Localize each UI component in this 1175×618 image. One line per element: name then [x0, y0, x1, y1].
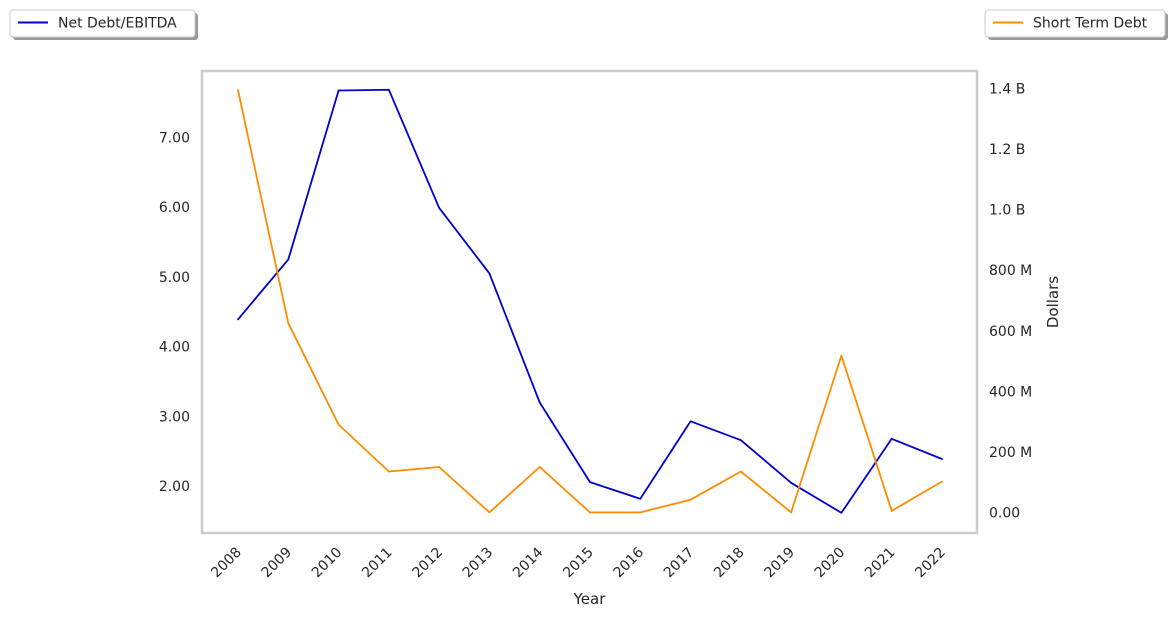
- right-y-axis: 0.00 200 M 400 M 600 M 800 M 1.0 B 1.2 B 1.4 B: [989, 82, 1032, 522]
- x-tick-label: 2019: [761, 545, 798, 582]
- data-point: [287, 322, 290, 325]
- data-point: [639, 511, 642, 514]
- right-y-tick-label: 1.0 B: [989, 203, 1025, 219]
- data-point: [689, 420, 692, 423]
- right-y-tick-label: 600 M: [989, 324, 1032, 340]
- data-point: [740, 470, 742, 473]
- x-tick-label: 2020: [812, 545, 849, 582]
- data-point: [840, 354, 843, 357]
- data-point: [790, 511, 792, 514]
- data-point: [941, 458, 943, 460]
- legend-left: Net Debt/EBITDA: [9, 9, 198, 40]
- series-line-0: [237, 88, 943, 514]
- left-y-tick-label: 4.00: [159, 340, 190, 356]
- left-y-tick-label: 2.00: [159, 479, 190, 495]
- data-point: [287, 258, 290, 261]
- data-point: [589, 511, 591, 514]
- left-y-tick-label: 7.00: [159, 130, 190, 146]
- x-tick-label: 2016: [611, 544, 648, 581]
- x-tick-label: 2011: [359, 545, 396, 582]
- right-y-tick-label: 1.2 B: [989, 142, 1025, 158]
- data-point: [237, 318, 239, 321]
- legend-right-box: [984, 9, 1166, 38]
- right-y-tick-label: 0.00: [989, 505, 1020, 521]
- data-point: [337, 423, 340, 426]
- x-tick-label: 2012: [409, 545, 446, 582]
- x-tick-label: 2022: [912, 545, 949, 582]
- data-point: [890, 437, 893, 440]
- x-tick-label: 2013: [460, 545, 497, 582]
- data-point: [337, 89, 340, 92]
- right-y-tick-label: 1.4 B: [989, 82, 1025, 98]
- x-tick-label: 2009: [259, 545, 296, 582]
- plot-area-frame: [200, 69, 979, 535]
- data-point: [538, 466, 541, 468]
- x-axis-title: Year: [573, 590, 607, 608]
- data-point: [840, 511, 843, 514]
- x-tick-label: 2008: [208, 545, 245, 582]
- x-axis: 2008 2009 2010 2011 2012 2013 2014 2015 2016 2017…: [208, 544, 949, 581]
- data-point: [689, 498, 692, 501]
- series-layer: [237, 88, 943, 514]
- data-point: [237, 89, 239, 91]
- series-line-1: [237, 89, 943, 514]
- x-tick-label: 2014: [510, 544, 547, 581]
- x-tick-label: 2015: [560, 545, 597, 582]
- data-point: [438, 206, 440, 209]
- legend-right: Short Term Debt: [984, 9, 1168, 40]
- left-y-tick-label: 3.00: [159, 409, 190, 425]
- legend-left-label: Net Debt/EBITDA: [58, 16, 177, 32]
- data-point: [438, 466, 440, 468]
- data-point: [488, 511, 491, 514]
- right-y-tick-label: 800 M: [989, 263, 1032, 279]
- right-y-axis-title: Dollars: [1044, 276, 1062, 328]
- data-point: [589, 481, 591, 483]
- x-tick-label: 2017: [661, 545, 698, 582]
- data-point: [388, 470, 390, 473]
- x-tick-label: 2010: [309, 545, 346, 582]
- legend-right-label: Short Term Debt: [1033, 16, 1148, 32]
- x-tick-label: 2018: [711, 545, 748, 582]
- data-point: [639, 497, 642, 500]
- left-y-axis: 2.00 3.00 4.00 5.00 6.00 7.00: [159, 130, 190, 495]
- x-tick-label: 2021: [862, 545, 899, 582]
- data-point: [890, 510, 893, 512]
- legend-left-box: [9, 9, 196, 38]
- data-point: [790, 481, 792, 484]
- right-y-tick-label: 400 M: [989, 384, 1032, 400]
- data-point: [740, 439, 742, 442]
- data-point: [538, 401, 541, 404]
- data-point: [941, 480, 943, 483]
- data-point: [388, 88, 390, 91]
- data-point: [488, 272, 491, 275]
- right-y-tick-label: 200 M: [989, 445, 1032, 461]
- left-y-tick-label: 5.00: [159, 270, 190, 286]
- left-y-tick-label: 6.00: [159, 200, 190, 216]
